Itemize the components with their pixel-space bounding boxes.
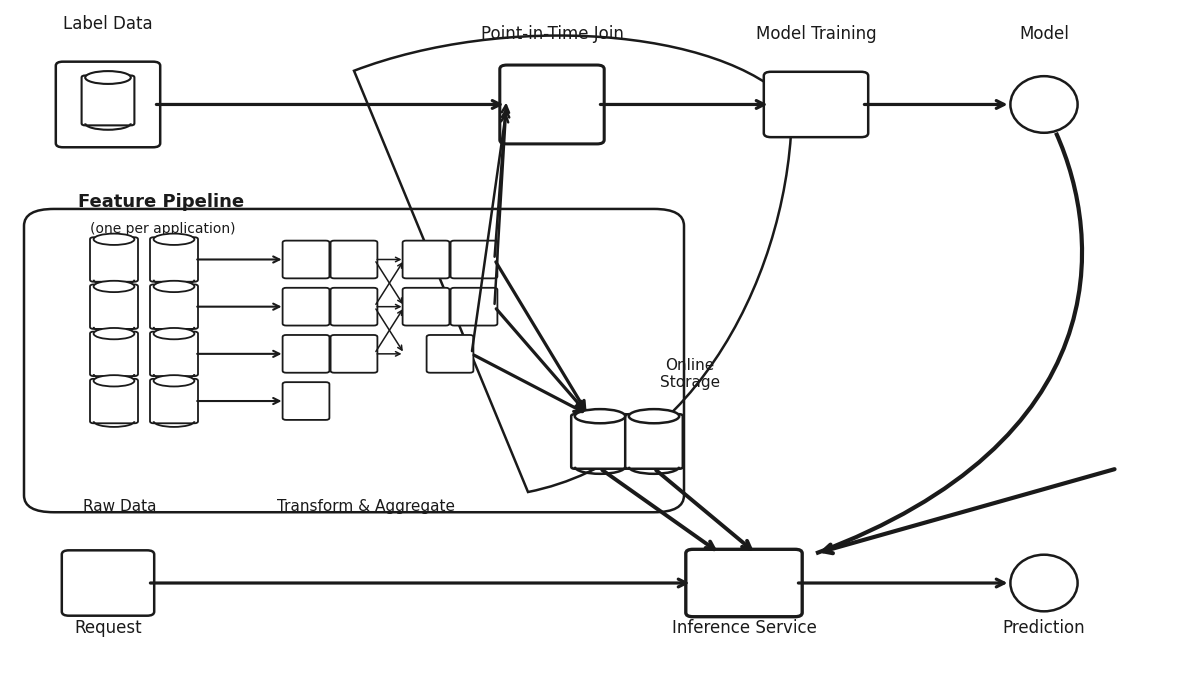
Text: Model: Model <box>1019 25 1069 42</box>
FancyBboxPatch shape <box>55 62 161 148</box>
FancyBboxPatch shape <box>686 549 802 617</box>
FancyBboxPatch shape <box>451 288 498 326</box>
FancyBboxPatch shape <box>150 332 198 376</box>
Ellipse shape <box>1010 555 1078 611</box>
FancyBboxPatch shape <box>571 414 629 469</box>
Ellipse shape <box>154 281 194 292</box>
FancyBboxPatch shape <box>90 379 138 423</box>
Text: (one per application): (one per application) <box>90 222 235 236</box>
FancyBboxPatch shape <box>90 237 138 282</box>
Ellipse shape <box>94 328 134 339</box>
FancyBboxPatch shape <box>90 332 138 376</box>
Ellipse shape <box>154 375 194 386</box>
Text: Online
Storage: Online Storage <box>660 358 720 390</box>
FancyBboxPatch shape <box>625 414 683 469</box>
Ellipse shape <box>629 409 679 423</box>
FancyBboxPatch shape <box>283 335 329 373</box>
FancyBboxPatch shape <box>764 72 869 137</box>
Ellipse shape <box>154 234 194 245</box>
FancyBboxPatch shape <box>62 550 155 616</box>
Text: Inference Service: Inference Service <box>672 619 816 637</box>
Text: Request: Request <box>74 619 142 637</box>
FancyBboxPatch shape <box>283 241 329 278</box>
Ellipse shape <box>154 328 194 339</box>
Text: Transform & Aggregate: Transform & Aggregate <box>277 499 455 514</box>
FancyBboxPatch shape <box>150 284 198 329</box>
FancyBboxPatch shape <box>500 65 605 144</box>
FancyBboxPatch shape <box>283 288 329 326</box>
Text: Model Training: Model Training <box>756 25 876 42</box>
Text: Raw Data: Raw Data <box>83 499 157 514</box>
Text: Label Data: Label Data <box>64 15 152 32</box>
FancyBboxPatch shape <box>451 241 498 278</box>
Ellipse shape <box>94 281 134 292</box>
FancyBboxPatch shape <box>427 335 473 373</box>
FancyBboxPatch shape <box>330 335 377 373</box>
FancyBboxPatch shape <box>330 288 377 326</box>
Ellipse shape <box>575 409 625 423</box>
FancyBboxPatch shape <box>403 288 449 326</box>
Ellipse shape <box>94 375 134 386</box>
FancyBboxPatch shape <box>90 284 138 329</box>
Ellipse shape <box>85 71 131 84</box>
FancyBboxPatch shape <box>150 237 198 282</box>
FancyBboxPatch shape <box>403 241 449 278</box>
Text: Prediction: Prediction <box>1003 619 1085 637</box>
FancyBboxPatch shape <box>150 379 198 423</box>
FancyBboxPatch shape <box>283 382 329 420</box>
Ellipse shape <box>1010 76 1078 133</box>
FancyBboxPatch shape <box>330 241 377 278</box>
Ellipse shape <box>94 234 134 245</box>
FancyBboxPatch shape <box>82 75 134 125</box>
Text: Point-in-Time Join: Point-in-Time Join <box>480 25 624 42</box>
Text: Feature Pipeline: Feature Pipeline <box>78 193 244 211</box>
